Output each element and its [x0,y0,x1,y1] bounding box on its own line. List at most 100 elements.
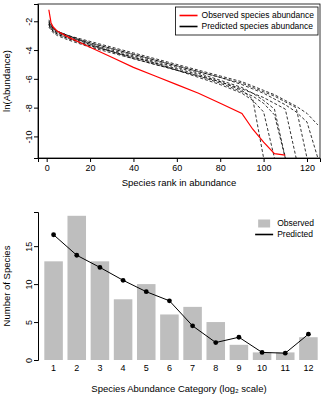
predicted-line [49,23,318,125]
x-tick-label: 1 [51,363,56,373]
x-tick-label: 100 [257,163,272,173]
x-tick-label: 20 [86,163,96,173]
x-tick: 5 [144,363,149,373]
x-tick-label: 8 [213,363,218,373]
y-axis: 051015 [24,213,39,364]
x-tick-mark [47,158,48,162]
y-tick-label: -4 [24,47,34,55]
x-tick: 11 [281,363,290,373]
bar [67,216,86,360]
y-tick: -6 [24,75,38,83]
plot-marks [44,216,317,360]
x-tick-mark [133,158,134,162]
x-tick: 10 [257,363,267,373]
y-tick-label: -2 [24,18,34,26]
predicted-point [283,351,288,356]
x-tick: 9 [236,363,241,373]
y-axis-line [34,5,39,159]
legend-swatch [258,220,270,228]
y-tick: -4 [24,47,38,55]
x-axis-line [39,159,321,163]
bar [44,261,63,360]
x-axis: 020406080100120 [39,158,321,173]
y-tick-mark [34,108,38,109]
y-tick-mark [34,246,38,247]
x-tick: 7 [190,363,195,373]
x-tick: 0 [45,158,50,173]
x-tick-mark [177,158,178,162]
x-tick-label: 9 [236,363,241,373]
x-tick-mark [264,158,265,162]
y-tick-label: 0 [24,358,34,363]
predicted-line [49,24,307,158]
y-tick: 15 [24,242,38,252]
predicted-point [167,298,172,303]
x-tick-label: 3 [97,363,102,373]
x-tick: 8 [213,363,218,373]
bar [160,314,179,360]
y-tick-label: 15 [24,242,34,252]
legend-label: Observed species abundance [202,10,315,20]
y-tick-label: -6 [24,75,34,83]
x-tick: 1 [51,363,56,373]
predicted-line [49,27,296,158]
predicted-point [98,265,103,270]
plot-frame [38,4,320,158]
predicted-line [49,26,264,158]
predicted-line [49,23,285,158]
predicted-point [213,340,218,345]
x-tick-label: 60 [172,163,182,173]
predicted-line [54,235,309,353]
legend-swatch [180,15,198,17]
y-tick-mark [34,79,38,80]
legend-item: Predicted species abundance [180,21,314,31]
y-tick-mark [34,21,38,22]
x-tick: 2 [74,363,79,373]
x-tick-label: 12 [303,363,313,373]
legend-swatch [255,234,273,236]
y-tick: -2 [24,18,38,26]
y-tick: -10 [24,130,38,143]
x-tick-label: 7 [190,363,195,373]
y-tick-label: -10 [24,130,34,143]
x-tick-label: 5 [144,363,149,373]
x-axis: 123456789101112 [51,363,313,373]
x-tick: 120 [300,158,315,173]
x-tick-mark [90,158,91,162]
x-tick: 3 [97,363,102,373]
y-tick-mark [34,360,38,361]
y-tick-mark [34,284,38,285]
x-tick-label: 120 [300,163,315,173]
legend: ObservedPredicted [255,218,314,239]
x-tick-label: 2 [74,363,79,373]
x-tick: 100 [257,158,272,173]
y-tick-mark [34,50,38,51]
legend-label: Predicted [277,229,313,239]
y-tick: 5 [24,320,38,325]
y-tick-mark [34,136,38,137]
y-axis-line [34,213,39,361]
x-tick: 6 [167,363,172,373]
y-tick-label: 5 [24,320,34,325]
predicted-point [74,253,79,258]
legend-item: Observed [258,218,314,228]
predicted-point [260,350,265,355]
legend-item: Observed species abundance [180,10,315,20]
predicted-line [49,20,275,158]
bar [299,337,318,360]
bar [91,261,110,360]
figure: 020406080100120-10-8-6-4-2Species rank i… [0,0,327,400]
x-axis-title: Species Abundance Category (log₂ scale) [91,383,266,394]
legend-frame [176,7,318,35]
y-tick-mark [34,322,38,323]
x-tick: 4 [121,363,126,373]
y-tick: 0 [24,358,38,363]
y-tick: -8 [24,104,38,112]
x-axis-title: Species rank in abundance [122,177,237,188]
x-tick-label: 6 [167,363,172,373]
x-tick: 20 [86,158,96,173]
predicted-line [49,21,318,158]
x-tick-label: 4 [121,363,126,373]
predicted-point [306,332,311,337]
x-tick-mark [220,158,221,162]
